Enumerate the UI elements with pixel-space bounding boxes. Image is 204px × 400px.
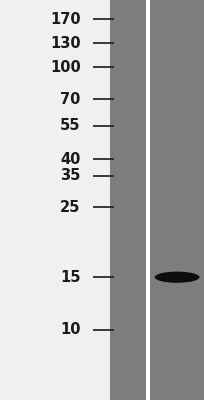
Text: 100: 100 xyxy=(50,60,81,75)
Ellipse shape xyxy=(155,272,200,283)
Text: 170: 170 xyxy=(50,12,81,27)
Text: 25: 25 xyxy=(60,200,81,215)
Bar xyxy=(146,0,150,400)
Text: 35: 35 xyxy=(60,168,81,184)
Text: 15: 15 xyxy=(60,270,81,285)
Text: 40: 40 xyxy=(60,152,81,167)
Text: 130: 130 xyxy=(50,36,81,51)
Text: 70: 70 xyxy=(60,92,81,107)
Bar xyxy=(150,0,204,400)
Bar xyxy=(110,0,146,400)
Text: 10: 10 xyxy=(60,322,81,338)
Text: 55: 55 xyxy=(60,118,81,134)
